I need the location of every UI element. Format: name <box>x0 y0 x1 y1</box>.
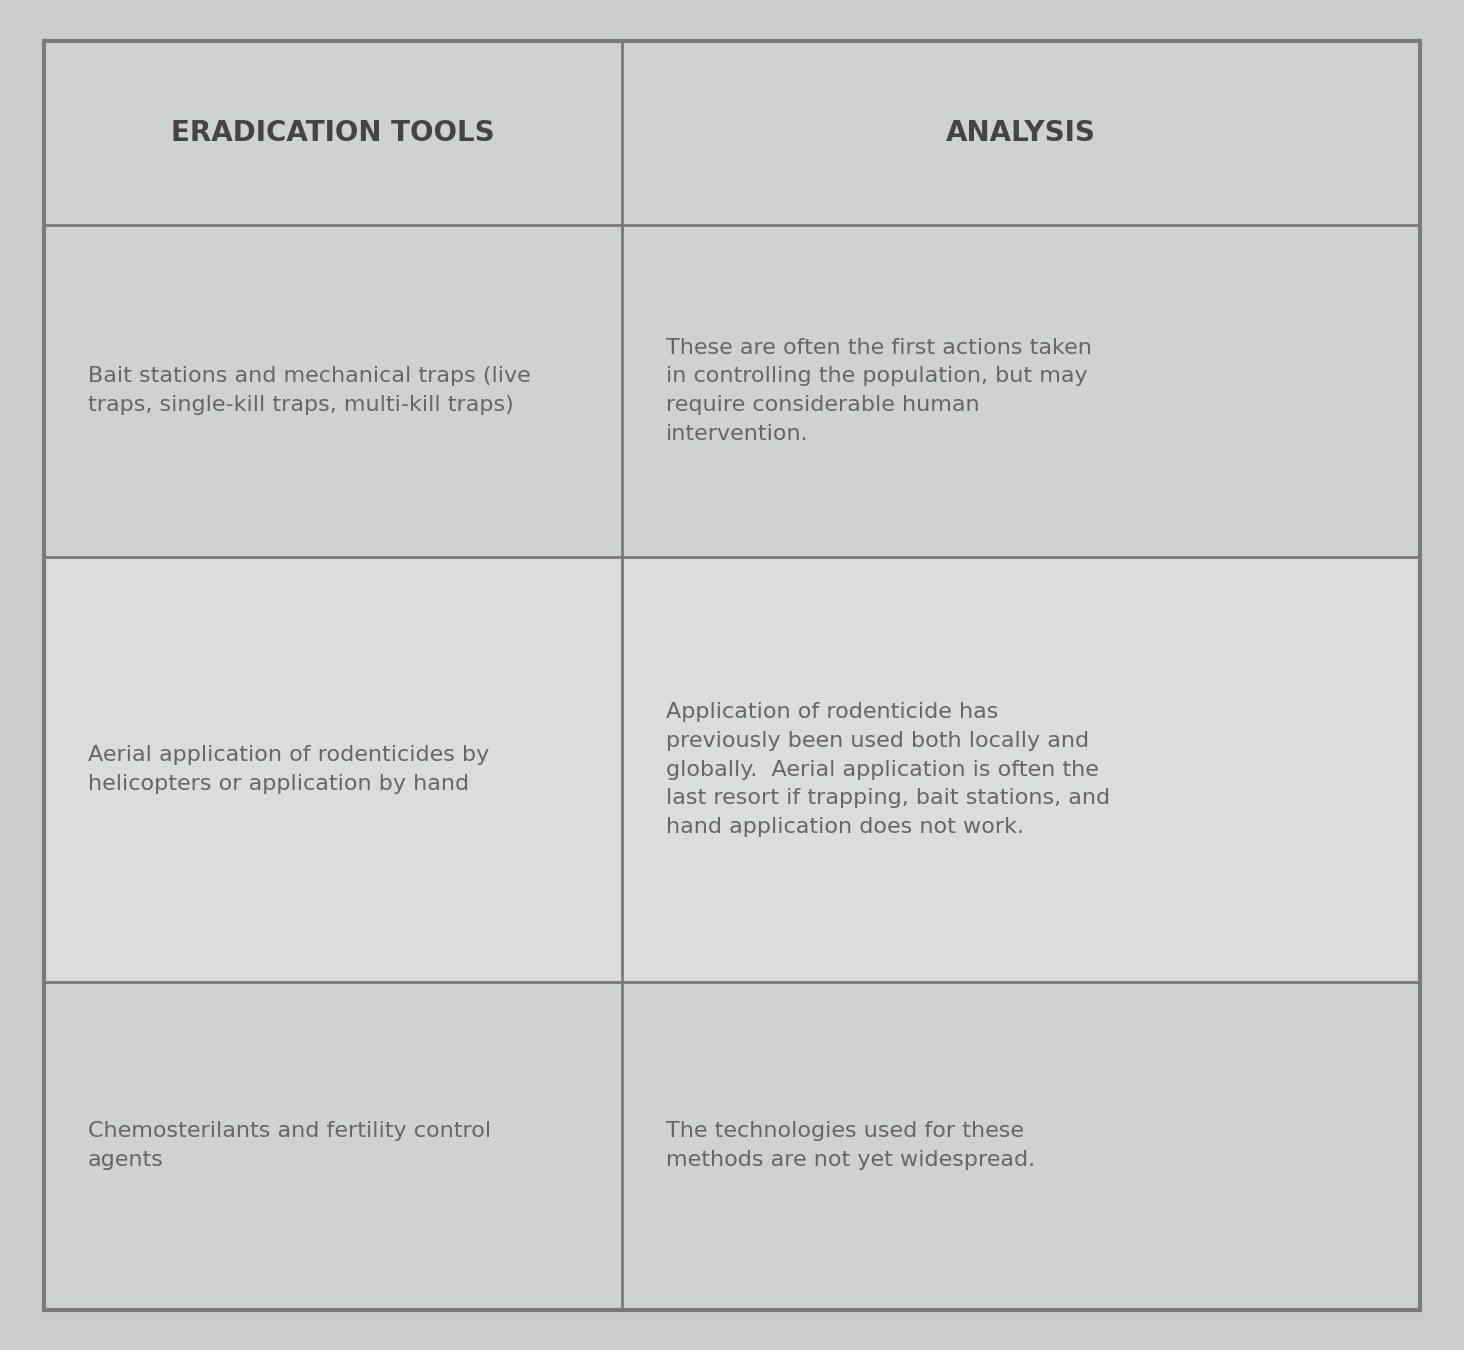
Bar <box>622 981 1420 1310</box>
Text: Bait stations and mechanical traps (live
traps, single-kill traps, multi-kill tr: Bait stations and mechanical traps (live… <box>88 366 530 416</box>
Text: ANALYSIS: ANALYSIS <box>946 119 1097 147</box>
Text: The technologies used for these
methods are not yet widespread.: The technologies used for these methods … <box>666 1122 1035 1170</box>
Text: ERADICATION TOOLS: ERADICATION TOOLS <box>171 119 495 147</box>
Bar <box>44 981 622 1310</box>
Bar <box>44 224 622 558</box>
Bar <box>622 558 1420 981</box>
Bar <box>44 40 622 224</box>
Bar <box>622 224 1420 558</box>
Text: Aerial application of rodenticides by
helicopters or application by hand: Aerial application of rodenticides by he… <box>88 745 489 794</box>
Bar <box>44 558 622 981</box>
Text: These are often the first actions taken
in controlling the population, but may
r: These are often the first actions taken … <box>666 338 1092 444</box>
Bar <box>622 40 1420 224</box>
Text: Application of rodenticide has
previously been used both locally and
globally.  : Application of rodenticide has previousl… <box>666 702 1110 837</box>
Text: Chemosterilants and fertility control
agents: Chemosterilants and fertility control ag… <box>88 1122 490 1170</box>
